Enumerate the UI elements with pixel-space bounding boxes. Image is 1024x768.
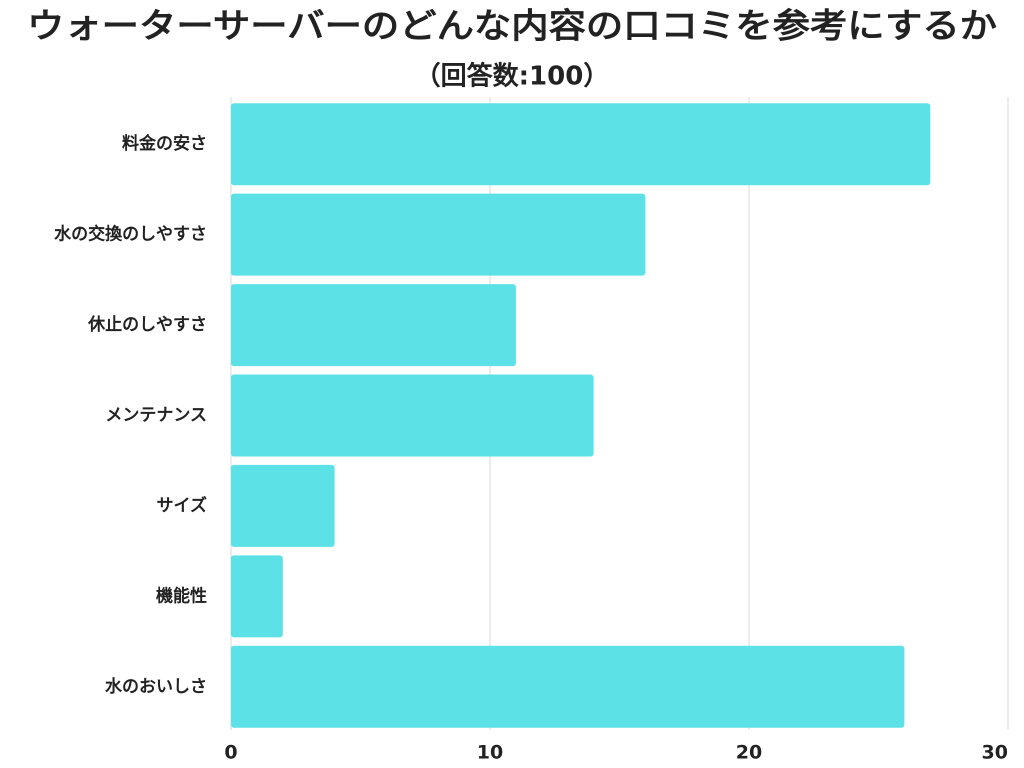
bar xyxy=(231,284,516,367)
y-tick-label: 水の交換のしやすさ xyxy=(54,224,207,245)
x-tick-label: 20 xyxy=(736,742,762,764)
y-tick-label: 休止のしやすさ xyxy=(87,314,207,335)
y-tick-label: サイズ xyxy=(157,495,208,516)
bar xyxy=(231,103,931,186)
bar xyxy=(231,464,335,547)
chart-subtitle: （回答数:100） xyxy=(415,61,610,92)
x-tick-label: 30 xyxy=(982,742,1008,764)
bar xyxy=(231,193,646,276)
y-tick-label: 料金の安さ xyxy=(122,133,207,154)
x-tick-label: 0 xyxy=(224,742,237,764)
y-tick-label: 機能性 xyxy=(156,585,207,606)
y-tick-label: 水のおいしさ xyxy=(105,676,207,697)
bar xyxy=(231,645,905,728)
bar xyxy=(231,555,283,638)
chart-title: ウォーターサーバーのどんな内容の口コミを参考にするか xyxy=(27,7,997,47)
y-tick-label: メンテナンス xyxy=(105,406,207,426)
x-tick-label: 10 xyxy=(477,742,503,764)
bar xyxy=(231,374,594,457)
